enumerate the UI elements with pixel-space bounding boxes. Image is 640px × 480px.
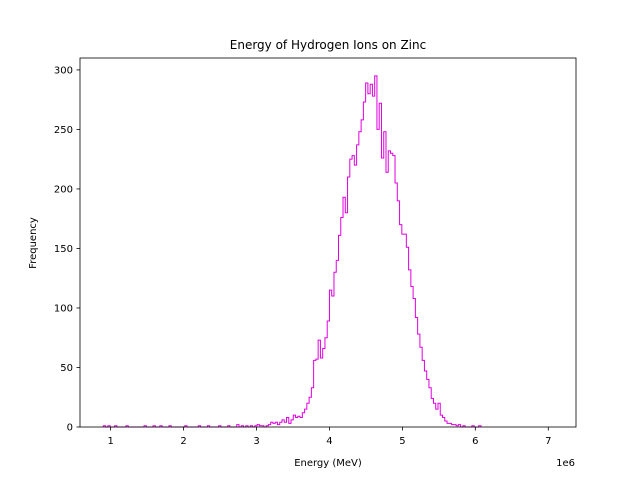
x-tick-label: 6 [472,436,478,447]
x-tick-label: 5 [399,436,405,447]
histogram-series [102,75,482,428]
x-tick-label: 4 [326,436,332,447]
x-axis: 1 2 3 4 5 6 7 [107,427,551,447]
plot-frame [79,57,577,428]
y-tick-label: 0 [67,423,73,434]
y-tick-label: 50 [60,363,73,374]
x-axis-offset-label: 1e6 [556,458,575,469]
x-axis-title: Energy (MeV) [294,458,362,469]
y-tick-label: 100 [54,303,73,314]
plot-area [102,75,482,428]
y-tick-label: 150 [54,244,73,255]
y-axis-title: Frequency [28,217,39,269]
x-tick-label: 7 [545,436,551,447]
x-tick-label: 3 [253,436,259,447]
y-tick-label: 250 [54,125,73,136]
y-tick-label: 200 [54,184,73,195]
y-tick-label: 300 [54,65,73,76]
x-tick-label: 2 [180,436,186,447]
x-tick-label: 1 [107,436,113,447]
chart-title: Energy of Hydrogen Ions on Zinc [230,38,426,52]
y-axis: 0 50 100 150 200 250 300 [54,65,80,434]
